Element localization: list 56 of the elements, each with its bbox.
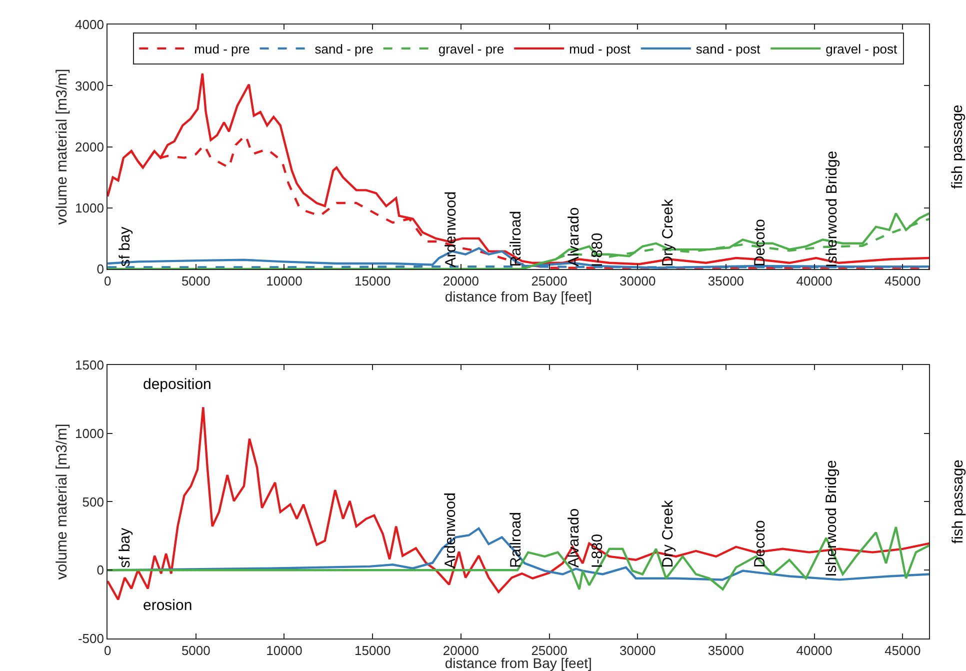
line-series <box>108 406 930 601</box>
annotation: Railroad <box>508 512 525 568</box>
y-tick-label: 0 <box>96 562 104 578</box>
x-tick-label: 45000 <box>884 643 921 658</box>
annotation: Decoto <box>752 219 769 267</box>
legend-label: sand - post <box>696 41 761 56</box>
x-tick-label: 40000 <box>796 274 832 289</box>
y-axis-title: volume material [m3/m] <box>53 68 70 225</box>
y2-axis-title: fish passage <box>949 104 966 189</box>
legend-label: gravel - pre <box>438 41 504 56</box>
x-tick-label: 25000 <box>531 274 568 289</box>
y2-axis-title: fish passage <box>949 459 966 544</box>
x-tick-label: 5000 <box>181 274 210 289</box>
annotation: Isherwood Bridge <box>823 150 840 268</box>
x-tick-label: 45000 <box>884 274 921 289</box>
annotation: Isherwood Bridge <box>823 460 840 577</box>
y-axis-title: volume material [m3/m] <box>53 424 70 580</box>
legend-label: gravel - post <box>826 41 898 56</box>
annotation: erosion <box>143 597 192 614</box>
x-tick-label: 20000 <box>442 274 480 289</box>
annotation: sf bay <box>116 527 134 568</box>
y-tick-label: -500 <box>78 631 104 646</box>
x-tick-label: 10000 <box>266 274 302 289</box>
x-tick-label: 40000 <box>796 643 832 658</box>
y-tick-label: 0 <box>96 262 104 277</box>
legend-label: mud - post <box>569 41 631 56</box>
annotation: sf bay <box>116 226 134 267</box>
annotation: Dry Creek <box>660 198 677 267</box>
annotation: I-880 <box>588 534 606 568</box>
x-tick-label: 35000 <box>708 274 744 289</box>
legend-label: sand - pre <box>314 41 374 56</box>
y-tick-label: 1000 <box>75 426 104 441</box>
x-tick-label: 30000 <box>620 274 656 289</box>
y-tick-label: 1000 <box>75 200 104 216</box>
annotation: Alvarado <box>566 207 583 267</box>
x-tick-label: 5000 <box>181 643 210 658</box>
y-tick-label: 2000 <box>75 139 104 154</box>
y-tick-label: 3000 <box>75 78 104 94</box>
annotation: Ardenwood <box>442 191 460 268</box>
annotation: Railroad <box>508 210 525 267</box>
y-tick-label: 1500 <box>75 357 104 372</box>
y-tick-label: 4000 <box>75 17 104 32</box>
x-axis-title: distance from Bay [feet] <box>444 288 592 305</box>
y-tick-label: 500 <box>82 494 104 510</box>
annotation: I-880 <box>588 232 606 267</box>
annotation: Decoto <box>751 520 768 568</box>
x-tick-label: 15000 <box>354 274 391 289</box>
annotation: Alvarado <box>565 508 582 568</box>
x-tick-label: 10000 <box>266 643 302 658</box>
legend-label: mud - pre <box>194 41 250 56</box>
annotation: Dry Creek <box>660 500 677 568</box>
annotation: deposition <box>143 376 212 393</box>
x-tick-label: 35000 <box>708 643 744 658</box>
x-tick-label: 30000 <box>620 643 656 658</box>
x-tick-label: 15000 <box>354 643 391 658</box>
annotation: Ardenwood <box>442 492 460 568</box>
